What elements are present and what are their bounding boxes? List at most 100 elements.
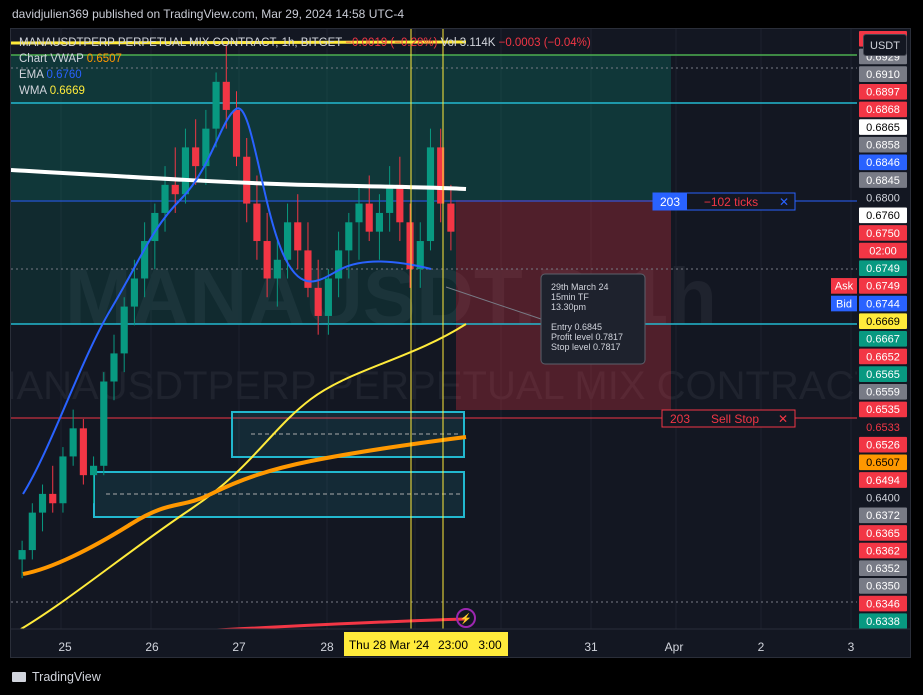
price-label-10: 0.6760 — [866, 210, 900, 222]
time-label-0: 25 — [58, 640, 72, 654]
price-label-13: 0.6749 — [866, 263, 900, 275]
candle-body-22 — [243, 156, 251, 204]
candle-body-42 — [447, 203, 455, 232]
time-label-8: 3 — [848, 640, 855, 654]
time-label-2: 27 — [232, 640, 246, 654]
candle-body-4 — [59, 456, 67, 504]
note-line-1: 15min TF — [551, 292, 589, 302]
candle-body-23 — [253, 203, 261, 242]
price-label-28: 0.6365 — [866, 528, 900, 540]
price-label-bg-33 — [859, 613, 907, 629]
price-label-20: 0.6559 — [866, 387, 900, 399]
price-label-bg-8 — [859, 172, 907, 188]
candle-body-6 — [79, 428, 87, 476]
candle-body-16 — [181, 147, 190, 195]
price-label-bg-10 — [859, 207, 907, 224]
legend-ema-label[interactable]: EMA — [19, 69, 44, 81]
ema-line — [22, 107, 432, 495]
candle-body-13 — [151, 212, 159, 242]
candle-body-37 — [396, 184, 404, 223]
price-label-bg-17 — [859, 331, 907, 347]
price-label-22: 0.6533 — [866, 422, 900, 434]
publish-info: davidjulien369 published on TradingView.… — [12, 7, 405, 21]
price-label-bg-13 — [859, 260, 907, 277]
candle-body-34 — [365, 203, 373, 232]
price-label-bg-16 — [859, 313, 907, 329]
price-label-bg-6 — [859, 136, 907, 153]
price-label-bg-29 — [859, 542, 907, 559]
note-line-5: Profit level 0.7817 — [551, 332, 623, 342]
publish-header: davidjulien369 published on TradingView.… — [0, 0, 923, 28]
candle-body-29 — [314, 287, 322, 316]
legend-change: −0.0019 (−0.28%) — [345, 37, 438, 49]
candle-body-26 — [283, 222, 292, 260]
candle-body-41 — [437, 147, 445, 204]
candle-body-21 — [232, 109, 241, 157]
candle-body-31 — [335, 250, 343, 279]
candle-body-2 — [38, 493, 47, 513]
price-label-26: 0.6400 — [866, 492, 900, 504]
ask-label: Ask — [835, 281, 854, 293]
candle-body-40 — [426, 147, 435, 242]
price-label-27: 0.6372 — [866, 510, 900, 522]
ask-badge — [831, 278, 857, 294]
lightning-icon[interactable] — [456, 608, 476, 628]
position-close-icon[interactable]: ✕ — [779, 195, 789, 209]
footer: TradingView — [0, 660, 923, 695]
candle-body-11 — [130, 278, 138, 307]
price-label-bg-25 — [859, 472, 907, 488]
price-label-29: 0.6362 — [866, 545, 900, 557]
price-label-bg-24 — [859, 454, 907, 471]
price-label-7: 0.6846 — [866, 157, 900, 169]
candle-body-38 — [406, 222, 414, 270]
price-label-19: 0.6565 — [866, 369, 900, 381]
price-label-bg-14 — [859, 278, 907, 294]
time-highlight-other: 3:00 — [478, 638, 502, 652]
price-label-23: 0.6526 — [866, 440, 900, 452]
price-label-17: 0.6667 — [866, 334, 900, 346]
legend-symbol[interactable]: MANAUSDTPERP PERPETUAL MIX CONTRACT, 1h,… — [19, 37, 343, 49]
price-label-24: 0.6507 — [866, 457, 900, 469]
lightning-icon-glyph: ⚡ — [460, 612, 472, 625]
candle-body-14 — [161, 184, 169, 213]
candle-body-27 — [294, 222, 302, 251]
note-box[interactable] — [540, 273, 646, 365]
price-label-2: 0.6910 — [866, 69, 900, 81]
demand-box-upper[interactable] — [231, 411, 465, 458]
price-label-bg-11 — [859, 225, 907, 241]
note-line-6: Stop level 0.7817 — [551, 342, 621, 352]
candle-body-1 — [28, 512, 36, 551]
position-ticks: −102 ticks — [704, 195, 758, 209]
candle-body-3 — [49, 493, 57, 504]
wma-line — [20, 323, 467, 630]
chart-legend: MANAUSDTPERP PERPETUAL MIX CONTRACT, 1h,… — [19, 35, 591, 99]
note-line-0: 29th March 24 — [551, 282, 609, 292]
price-label-21: 0.6535 — [866, 404, 900, 416]
legend-vwap-label[interactable]: Chart VWAP — [19, 53, 84, 65]
candle-body-5 — [69, 428, 77, 457]
tradingview-logo-icon — [12, 672, 26, 682]
price-label-8: 0.6845 — [866, 175, 900, 187]
price-label-bg-15 — [859, 295, 907, 312]
legend-volume: Vol 3.114K — [440, 37, 496, 49]
wma-top-line — [11, 40, 467, 45]
candle-body-9 — [110, 353, 118, 382]
vwap-line — [22, 435, 467, 576]
price-label-31: 0.6350 — [866, 581, 900, 593]
price-label-30: 0.6352 — [866, 563, 900, 575]
legend-wma-label[interactable]: WMA — [19, 85, 47, 97]
price-label-14: 0.6749 — [866, 281, 900, 293]
time-label-7: 2 — [758, 640, 765, 654]
price-label-bg-22 — [859, 419, 907, 435]
price-label-12: 02:00 — [869, 245, 897, 257]
price-label-16: 0.6669 — [866, 316, 900, 328]
watermark-name: MANAUSDTPERP PERPETUAL MIX CONTRACT — [11, 364, 879, 408]
sell-stop-box[interactable] — [661, 409, 796, 428]
price-label-bg-4 — [859, 101, 907, 118]
candle-body-0 — [18, 550, 26, 560]
sell-stop-close-icon[interactable]: ✕ — [778, 412, 788, 426]
candle-body-15 — [171, 184, 179, 195]
chart-frame[interactable]: MANAUSDT.P, 1h MANAUSDTPERP PERPETUAL MIX… — [10, 28, 911, 658]
currency-button[interactable]: USDT — [863, 34, 907, 56]
